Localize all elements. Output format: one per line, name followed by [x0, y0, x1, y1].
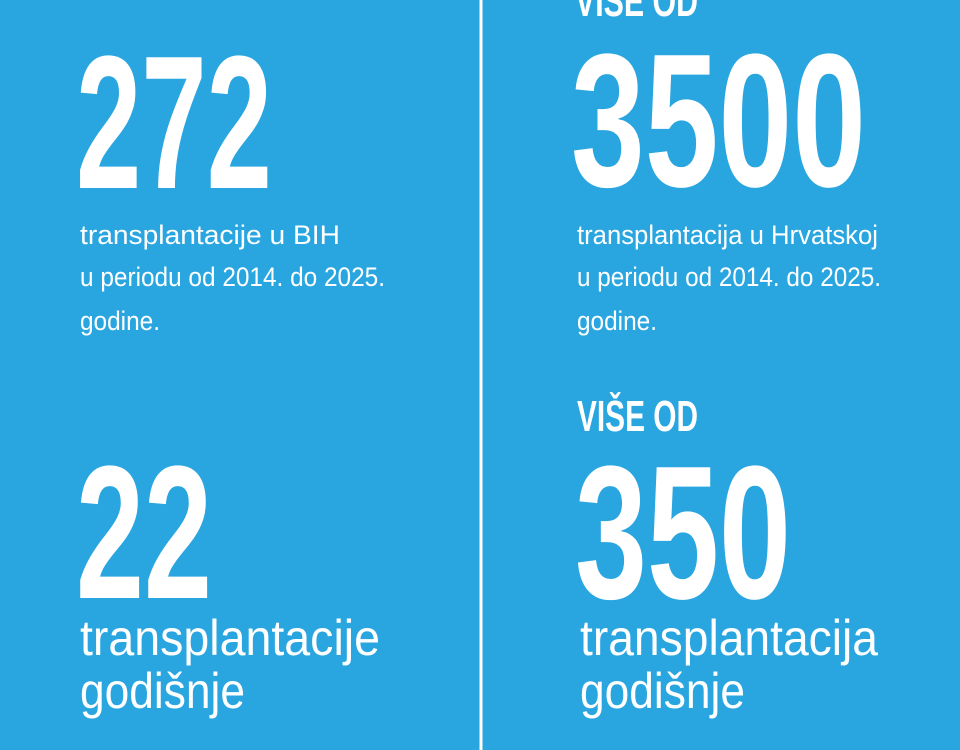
description: godišnje — [80, 663, 245, 719]
description: u periodu od 2014. do 2025. — [577, 262, 881, 292]
description: transplantacije u BIH — [80, 220, 340, 250]
prefix: VIŠE OD — [575, 0, 698, 26]
description: u periodu od 2014. do 2025. — [80, 262, 385, 292]
big-number: 22 — [76, 427, 212, 639]
description: godišnje — [580, 663, 745, 719]
big-number: 272 — [76, 17, 272, 229]
big-number: 350 — [575, 427, 791, 639]
big-number: 3500 — [571, 15, 866, 227]
description: godine. — [577, 306, 657, 336]
description: transplantacija — [580, 610, 878, 666]
description: godine. — [80, 306, 160, 336]
prefix: VIŠE OD — [577, 390, 698, 441]
description: transplantacije — [80, 610, 380, 666]
description: transplantacija u Hrvatskoj — [577, 220, 878, 250]
